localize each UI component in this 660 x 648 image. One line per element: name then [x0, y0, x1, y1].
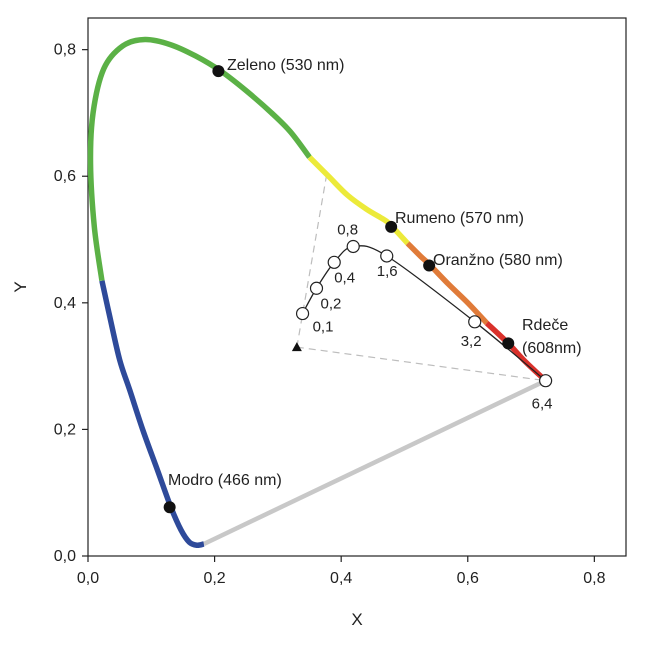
curve-point-label: 3,2 [461, 333, 482, 350]
y-axis-title: Y [11, 281, 30, 292]
locus-dot [163, 501, 176, 514]
y-tick-label: 0,0 [54, 548, 76, 565]
curve-point-label: 0,8 [337, 221, 358, 238]
label-green: Zeleno (530 nm) [227, 57, 344, 74]
y-tick-label: 0,8 [54, 42, 76, 59]
y-tick-label: 0,6 [54, 168, 76, 185]
locus-segment-green [87, 36, 312, 282]
x-tick-label: 0,6 [457, 570, 479, 587]
x-tick-label: 0,4 [330, 570, 352, 587]
plot-frame [87, 17, 627, 557]
x-tick-label: 0,2 [203, 570, 225, 587]
curve-point-label: 1,6 [377, 263, 398, 280]
curve-point [346, 239, 360, 254]
x-tick-label: 0,8 [583, 570, 605, 587]
curve-point [539, 374, 553, 388]
x-tick-label: 0,0 [77, 570, 99, 587]
locus-dot [502, 337, 515, 350]
curve-point-label: 0,1 [313, 319, 334, 336]
curve-point-label: 0,4 [334, 269, 355, 286]
curve-point-label: 0,2 [320, 295, 341, 312]
label-red-line2: (608nm) [522, 340, 582, 357]
curve-point [309, 281, 324, 295]
locus-dot [212, 65, 225, 78]
label-orange: Oranžno (580 nm) [433, 252, 563, 269]
curve-point-label: 6,4 [532, 396, 553, 413]
curve-point [295, 306, 310, 321]
white-point-marker [291, 342, 302, 352]
curve-point [468, 315, 482, 329]
locus-dot [423, 259, 436, 272]
y-tick-label: 0,4 [54, 295, 76, 312]
line-of-purples [202, 378, 547, 547]
curve-point [327, 255, 341, 269]
dashed-guide [296, 346, 546, 382]
label-blue: Modro (466 nm) [168, 472, 282, 489]
locus-segment-blue [99, 280, 205, 549]
curve-points: 0,1 0,2 0,4 0,8 1,6 3,2 6,4 [295, 221, 553, 413]
x-axis: 0,0 0,2 0,4 0,6 0,8 [77, 556, 606, 587]
label-yellow: Rumeno (570 nm) [395, 210, 524, 227]
locus-segment-orange [405, 241, 489, 325]
x-axis-title: X [351, 610, 362, 629]
y-axis: 0,0 0,2 0,4 0,6 0,8 [54, 42, 88, 565]
locus-dot [385, 220, 398, 233]
curve-point [380, 249, 394, 263]
locus-dots [163, 65, 515, 514]
label-red-line1: Rdeče [522, 317, 568, 334]
y-tick-label: 0,2 [54, 421, 76, 438]
